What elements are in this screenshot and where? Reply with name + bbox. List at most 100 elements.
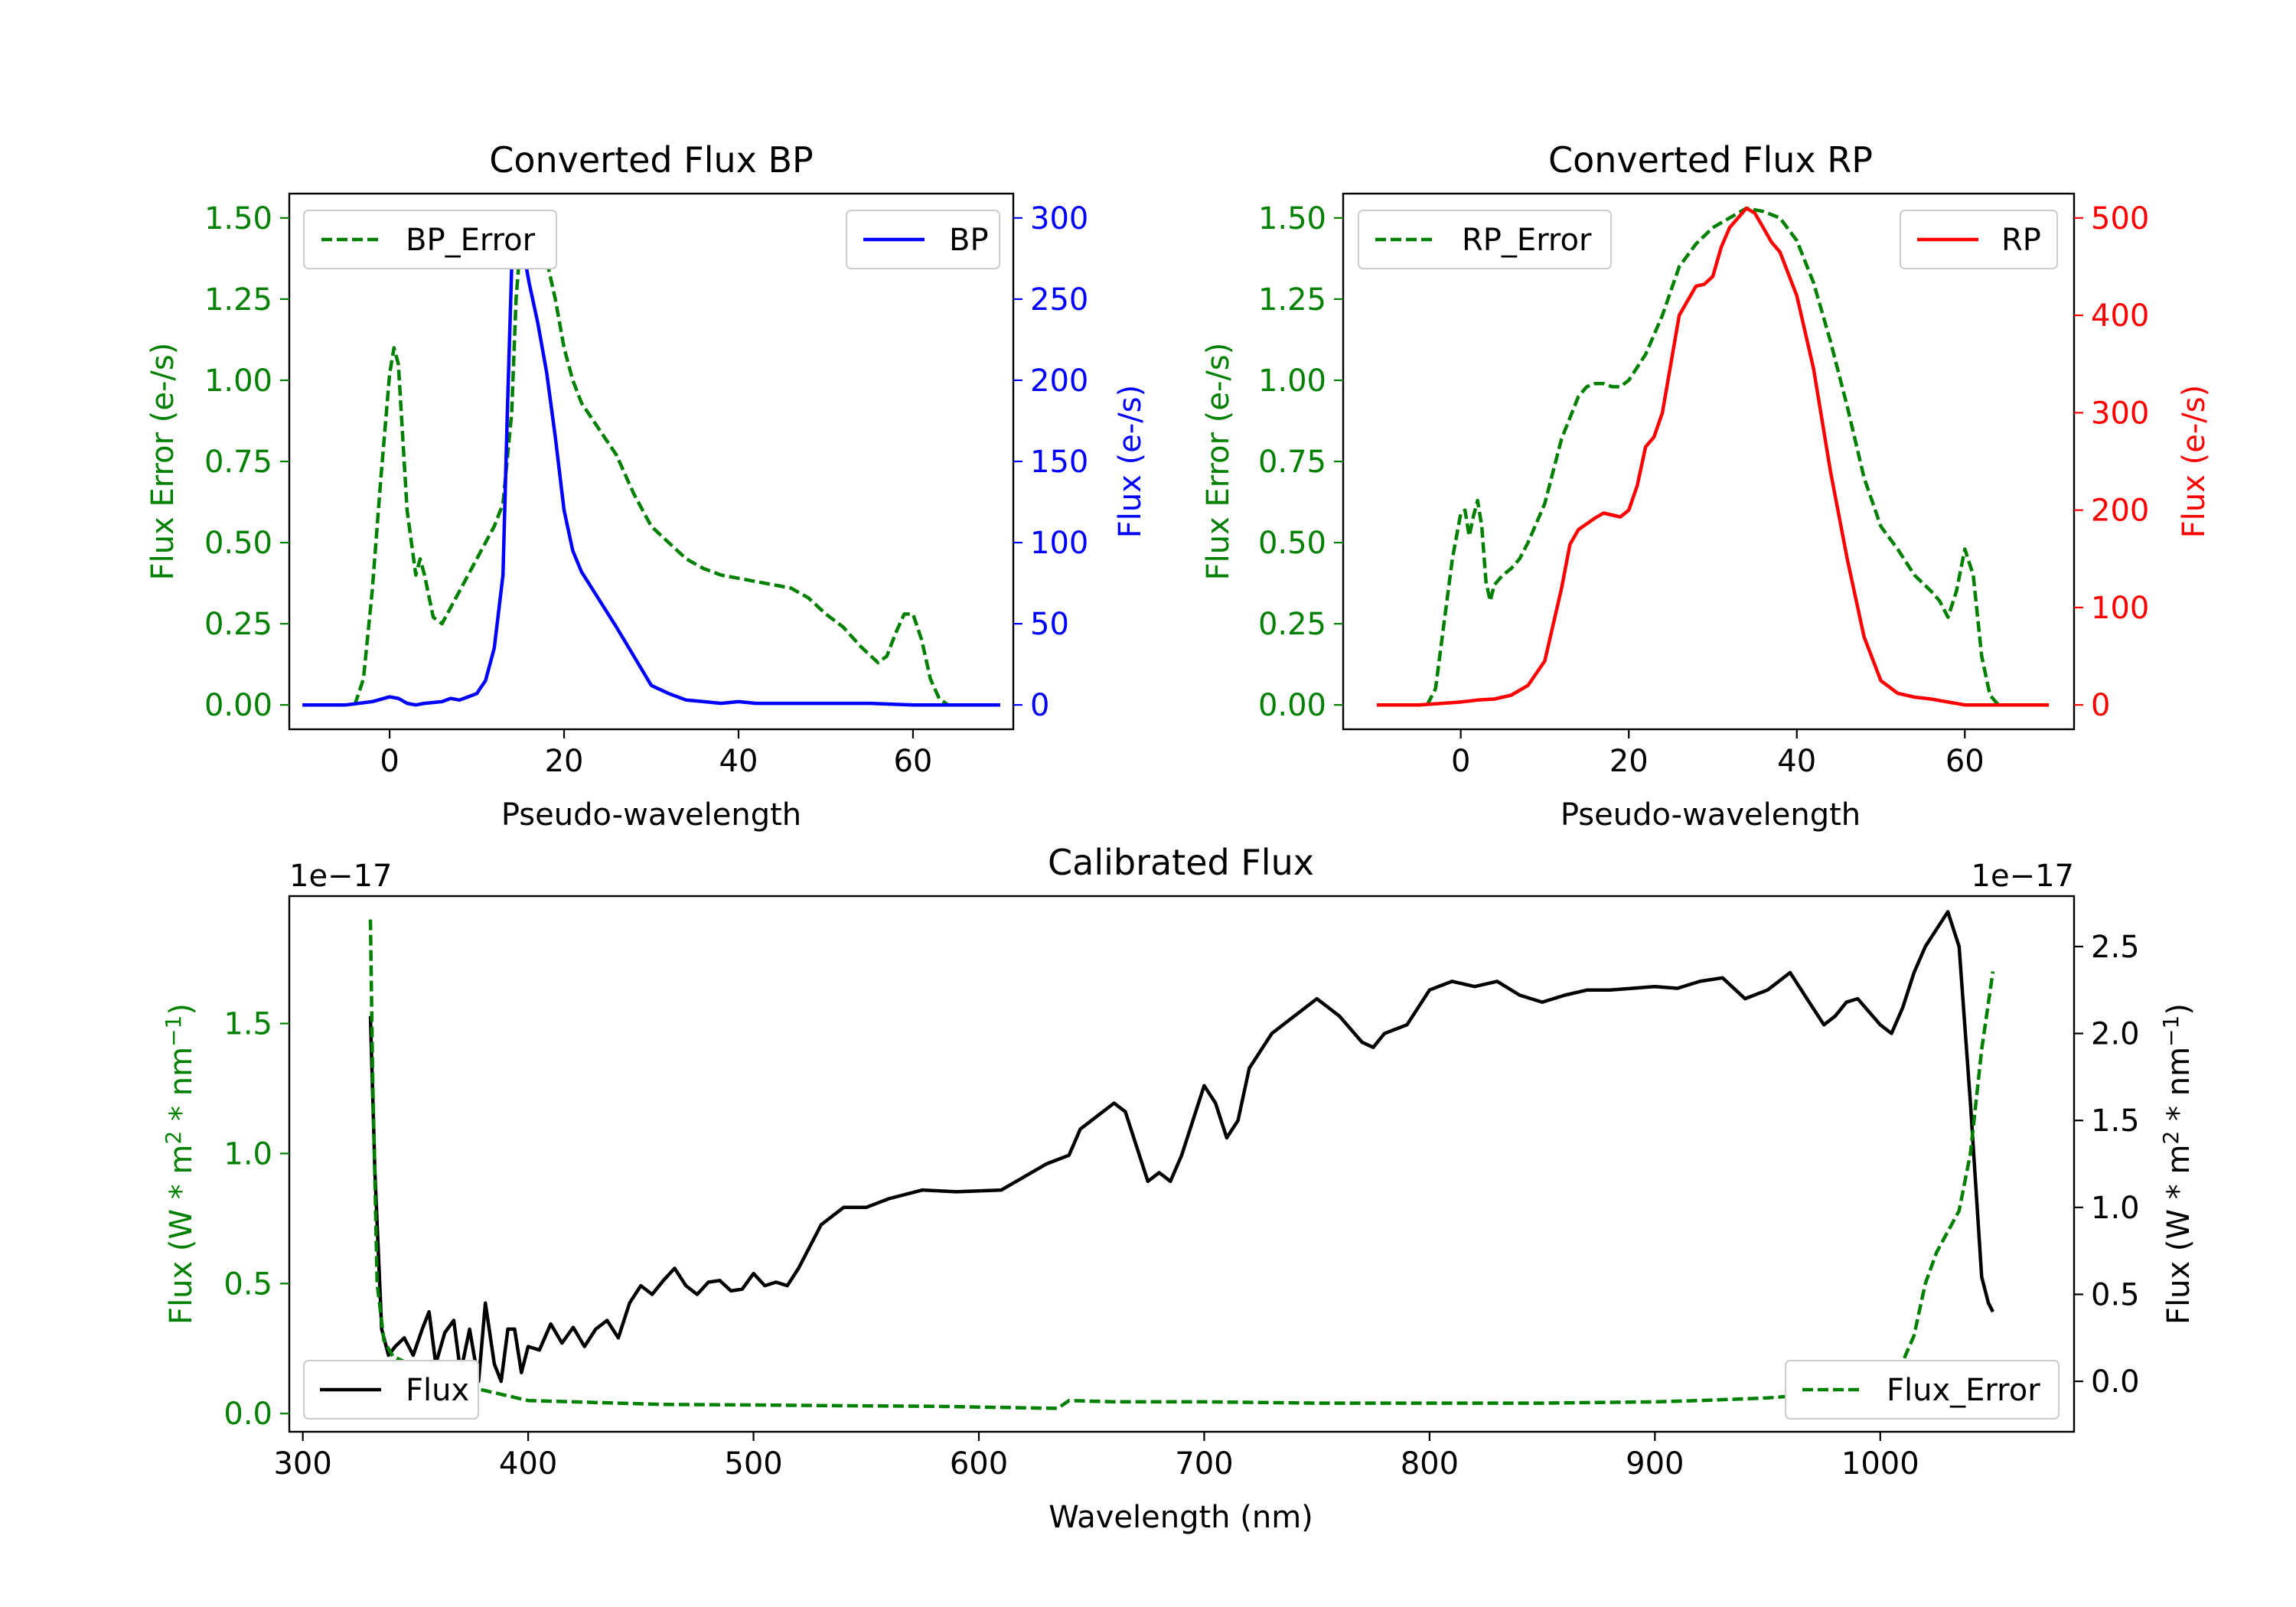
rp-right-tick-label: 400 [2091,298,2149,334]
bp-legend-left[interactable]: BP_Error [303,210,557,269]
bp-right-tick-label: 250 [1030,282,1088,318]
rp-right-axis-label: Flux (e-/s) [2177,385,2212,538]
rp-x-tick-label: 60 [1945,744,1985,779]
rp-left-tick-label: 0.25 [1258,607,1326,642]
bp-left-ticks: 0.00 0.25 0.50 0.75 1.00 1.25 1.50 [204,201,289,723]
calibrated-left-tick-label: 1.0 [223,1136,272,1172]
rp-left-tick-label: 1.25 [1258,282,1326,318]
calibrated-right-tick-label: 0.0 [2091,1364,2140,1400]
rp-left-tick-label: 0.00 [1258,688,1326,723]
rp-x-tick-label: 40 [1777,744,1816,779]
calibrated-x-tick-label: 600 [950,1446,1008,1482]
bp-right-tick-label: 300 [1030,201,1088,236]
calibrated-right-tick-label: 1.0 [2091,1191,2140,1226]
calibrated-series-flux-error [368,919,1995,1410]
bp-series-bp-error [353,232,949,707]
calibrated-legend-right[interactable]: Flux_Error [1785,1360,2060,1420]
calibrated-x-tick-label: 300 [273,1446,331,1482]
bp-series-bp [302,216,1000,707]
bp-left-tick-label: 0.00 [204,688,272,723]
bp-left-tick-label: 0.75 [204,445,272,480]
rp-legend-right[interactable]: RP [1900,210,2058,269]
calibrated-title: Calibrated Flux [1048,842,1314,883]
bp-right-tick-label: 200 [1030,363,1088,399]
rp-right-tick-label: 300 [2091,396,2149,431]
bp-right-axis-label: Flux (e-/s) [1113,385,1148,538]
calibrated-series-flux [368,910,1994,1384]
rp-left-tick-label: 0.50 [1258,526,1326,561]
calibrated-left-offset: 1e−17 [289,859,392,894]
bp-title: Converted Flux BP [489,139,814,181]
bp-left-tick-label: 0.50 [204,526,272,561]
calibrated-left-tick-label: 1.5 [223,1007,272,1042]
bp-legend-right[interactable]: BP [846,210,1000,269]
bp-right-tick-label: 100 [1030,526,1088,561]
calibrated-right-offset: 1e−17 [1971,859,2074,894]
rp-x-tick-label: 20 [1609,744,1649,779]
calibrated-x-tick-label: 400 [499,1446,557,1482]
rp-legend-label: RP [2001,223,2041,258]
calibrated-right-axis-label: Flux (W * m2 * nm−1) [2158,1003,2197,1325]
calibrated-x-tick-label: 700 [1175,1446,1233,1482]
calibrated-right-ticks: 0.0 0.5 1.0 1.5 2.0 2.5 [2074,930,2140,1400]
rp-right-tick-label: 100 [2091,591,2149,626]
rp-right-tick-label: 200 [2091,494,2149,529]
rp-series-layer [1376,206,2050,707]
calibrated-left-axis-label: Flux (W * m2 * nm−1) [161,1003,199,1325]
calibrated-x-axis-label: Wavelength (nm) [1049,1500,1313,1535]
rp-right-tick-label: 500 [2091,201,2149,236]
rp-title: Converted Flux RP [1548,139,1873,181]
rp-series-rp [1376,206,2050,707]
rp-x-tick-label: 0 [1451,744,1470,779]
bp-left-tick-label: 1.50 [204,201,272,236]
bp-right-tick-label: 50 [1030,607,1069,642]
flux-legend-label: Flux [406,1373,469,1408]
rp-left-axis-label: Flux Error (e-/s) [1201,343,1236,581]
bp-right-ticks: 0 50 100 150 200 250 300 [1013,201,1088,723]
calibrated-panel: Calibrated Flux 1e−17 1e−17 300 400 500 600… [161,842,2197,1535]
bp-plot-frame [288,192,1015,731]
calibrated-x-tick-label: 500 [724,1446,782,1482]
bp-x-tick-label: 40 [719,744,758,779]
calibrated-right-tick-label: 1.5 [2091,1103,2140,1139]
bp-x-axis-label: Pseudo-wavelength [501,797,801,833]
bp-x-ticks: 0 20 40 60 [380,729,932,779]
rp-error-legend-label: RP_Error [1462,223,1592,258]
rp-legend-left[interactable]: RP_Error [1358,210,1612,269]
bp-left-axis-label: Flux Error (e-/s) [145,343,181,581]
calibrated-legend-left[interactable]: Flux [303,1360,479,1420]
bp-panel: Converted Flux BP 0 20 40 60 0.000.250.500.… [145,139,1148,833]
calibrated-right-tick-label: 2.0 [2091,1017,2140,1052]
bp-left-tick-label: 0.25 [204,607,272,642]
bp-left-tick-label: 1.25 [204,282,272,318]
bp-left-tick-label: 1.00 [204,363,272,399]
bp-right-tick-label: 150 [1030,445,1088,480]
calibrated-x-tick-label: 800 [1401,1446,1459,1482]
flux-error-legend-label: Flux_Error [1887,1373,2040,1408]
rp-left-tick-label: 1.00 [1258,363,1326,399]
calibrated-plot-frame [288,895,2076,1433]
bp-x-tick-label: 20 [545,744,584,779]
rp-right-tick-label: 0 [2091,688,2110,723]
calibrated-left-ticks: 0.0 0.5 1.0 1.5 [223,1007,289,1432]
rp-left-tick-label: 1.50 [1258,201,1326,236]
rp-series-rp-error [1425,206,2000,706]
rp-x-axis-label: Pseudo-wavelength [1561,797,1861,833]
bp-x-tick-label: 0 [380,744,399,779]
calibrated-x-ticks: 300 400 500 600 700 800 900 1000 [273,1432,1919,1482]
calibrated-right-tick-label: 0.5 [2091,1277,2140,1312]
bp-right-tick-label: 0 [1030,688,1049,723]
rp-panel: Converted Flux RP 0 20 40 60 0.000.250.500.… [1201,139,2212,833]
calibrated-series-layer [368,910,1995,1410]
rp-x-ticks: 0 20 40 60 [1451,729,1985,779]
calibrated-left-tick-label: 0.5 [223,1266,272,1302]
rp-right-ticks: 0 100 200 300 400 500 [2074,201,2149,723]
calibrated-x-tick-label: 1000 [1841,1446,1919,1482]
rp-left-tick-label: 0.75 [1258,445,1326,480]
bp-x-tick-label: 60 [893,744,932,779]
calibrated-right-tick-label: 2.5 [2091,930,2140,965]
rp-left-ticks: 0.00 0.25 0.50 0.75 1.00 1.25 1.50 [1258,201,1343,723]
calibrated-left-tick-label: 0.0 [223,1397,272,1432]
bp-error-legend-label: BP_Error [406,223,536,258]
